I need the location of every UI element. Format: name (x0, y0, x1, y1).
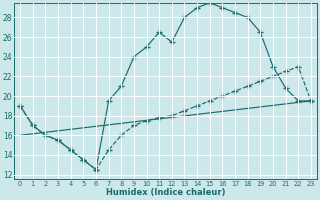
X-axis label: Humidex (Indice chaleur): Humidex (Indice chaleur) (106, 188, 225, 197)
